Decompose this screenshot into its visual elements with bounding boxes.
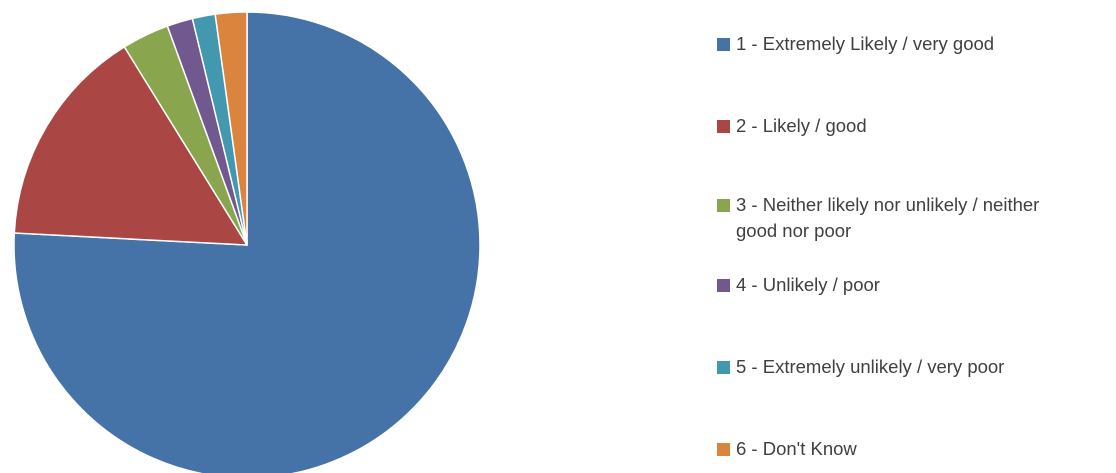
- legend-item-2: 2 - Likely / good: [717, 113, 1106, 139]
- legend-label-5: 5 - Extremely unlikely / very poor: [736, 356, 1005, 377]
- legend-label-4: 4 - Unlikely / poor: [736, 274, 880, 295]
- legend-item-3: 3 - Neither likely nor unlikely / neithe…: [717, 192, 1066, 244]
- legend-label-3: 3 - Neither likely nor unlikely / neithe…: [736, 194, 1040, 241]
- legend-swatch-5: [717, 361, 730, 374]
- legend-item-1: 1 - Extremely Likely / very good: [717, 31, 1106, 57]
- pie-chart: [13, 11, 481, 473]
- pie-slices: [13, 11, 481, 473]
- legend-label-1: 1 - Extremely Likely / very good: [736, 33, 995, 54]
- pie-slice-6: [214, 11, 248, 246]
- legend-label-2: 2 - Likely / good: [736, 115, 867, 136]
- legend-item-4: 4 - Unlikely / poor: [717, 272, 1106, 298]
- legend-swatch-1: [717, 38, 730, 51]
- pie-slice-2: [13, 46, 248, 246]
- legend-item-6: 6 - Don't Know: [717, 436, 1106, 462]
- legend-swatch-6: [717, 443, 730, 456]
- legend-swatch-2: [717, 120, 730, 133]
- chart-legend: 1 - Extremely Likely / very good 2 - Lik…: [717, 0, 1112, 473]
- legend-swatch-3: [717, 199, 730, 212]
- legend-label-6: 6 - Don't Know: [736, 438, 857, 459]
- legend-item-5: 5 - Extremely unlikely / very poor: [717, 354, 1106, 380]
- legend-swatch-4: [717, 279, 730, 292]
